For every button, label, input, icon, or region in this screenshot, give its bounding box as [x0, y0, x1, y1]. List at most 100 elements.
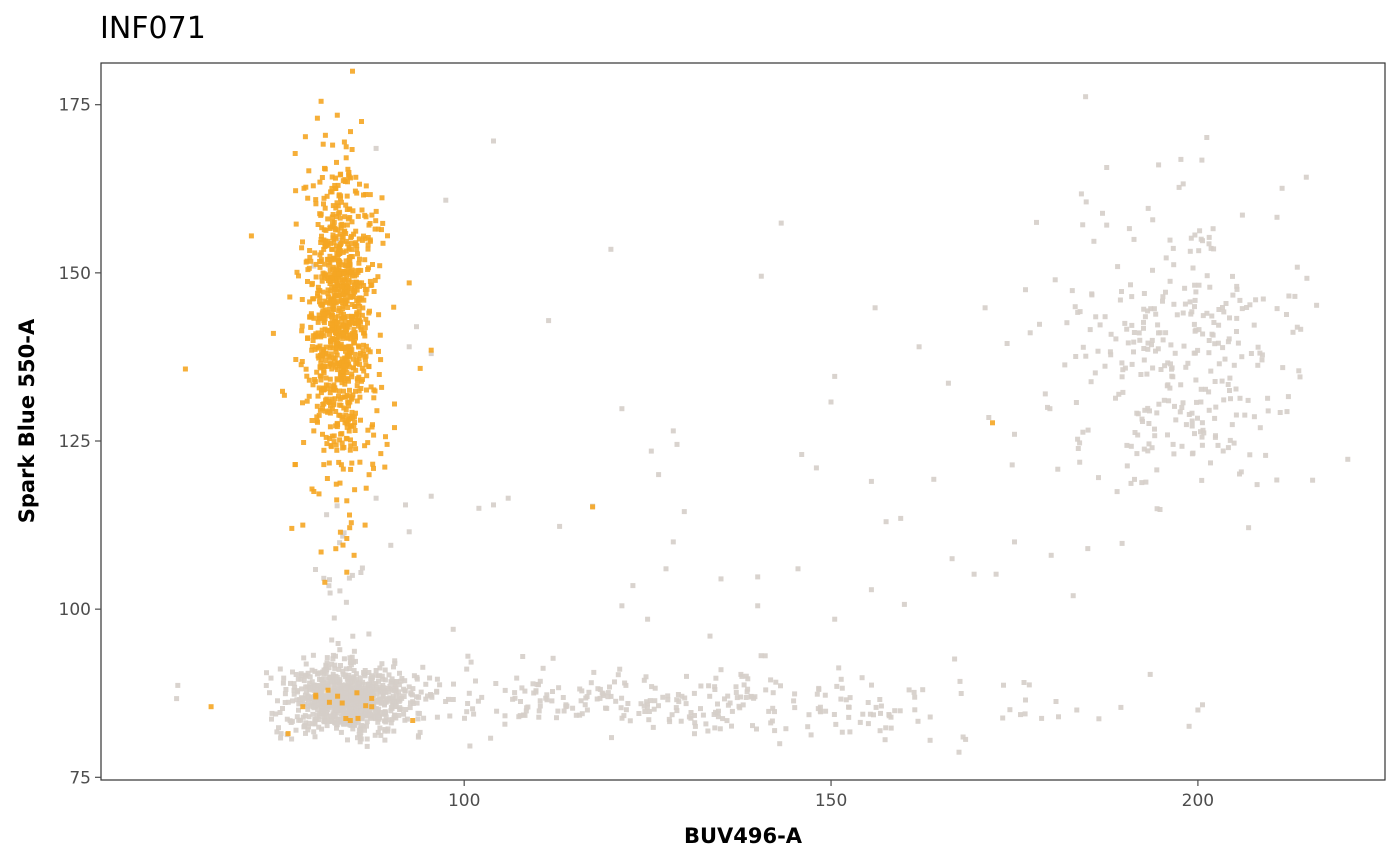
ungated-event-point — [650, 724, 656, 730]
x-tick-label: 100 — [448, 791, 480, 811]
ungated-event-point — [408, 700, 413, 706]
ungated-event-point — [366, 708, 372, 714]
ungated-event-point — [343, 599, 349, 605]
gated-event-point — [331, 433, 337, 439]
gated-event-point — [338, 199, 344, 205]
ungated-event-point — [288, 680, 293, 686]
gated-event-point — [317, 373, 323, 379]
gated-event-point — [333, 442, 339, 448]
ungated-event-point — [466, 690, 472, 696]
ungated-event-point — [402, 678, 408, 684]
ungated-event-point — [425, 693, 430, 699]
ungated-event-point — [822, 692, 828, 698]
ungated-event-point — [336, 666, 342, 672]
ungated-event-point — [468, 659, 474, 665]
gated-event-point — [336, 274, 342, 280]
ungated-event-point — [344, 711, 350, 717]
gated-event-point — [343, 716, 349, 721]
ungated-event-point — [394, 679, 400, 685]
ungated-event-point — [329, 678, 335, 684]
gated-event-point — [354, 287, 360, 293]
gated-event-point — [323, 272, 328, 278]
ungated-event-point — [831, 712, 837, 717]
ungated-event-point — [799, 452, 805, 457]
gated-event-point — [336, 360, 342, 366]
gated-event-point — [362, 443, 368, 449]
ungated-event-point — [1246, 525, 1252, 531]
ungated-event-point — [686, 714, 692, 720]
gated-event-point — [352, 487, 358, 493]
ungated-event-point — [813, 465, 819, 471]
gated-event-point — [292, 151, 298, 156]
gated-event-point — [343, 329, 349, 335]
ungated-event-point — [540, 665, 546, 671]
ungated-event-point — [464, 666, 470, 672]
gated-event-point — [315, 284, 321, 290]
ungated-event-point — [1226, 336, 1232, 342]
gated-event-point — [343, 238, 349, 244]
gated-event-point — [362, 522, 368, 528]
ungated-event-point — [340, 720, 346, 726]
ungated-event-point — [391, 699, 397, 705]
gated-event-point — [335, 298, 341, 304]
ungated-event-point — [1284, 409, 1290, 415]
ungated-event-point — [901, 601, 907, 607]
ungated-event-point — [312, 668, 318, 674]
ungated-event-point — [1231, 362, 1237, 368]
ungated-event-point — [670, 539, 676, 545]
ungated-event-point — [729, 723, 734, 729]
ungated-event-point — [1167, 385, 1173, 391]
gated-event-point — [348, 336, 354, 342]
gated-event-point — [320, 402, 326, 407]
ungated-event-point — [1129, 322, 1135, 328]
ungated-event-point — [707, 693, 713, 699]
ungated-event-point — [1117, 297, 1123, 303]
ungated-event-point — [443, 197, 449, 203]
gated-event-point — [348, 466, 354, 472]
ungated-event-point — [357, 675, 363, 681]
ungated-event-point — [475, 698, 481, 704]
ungated-event-point — [1039, 715, 1045, 721]
ungated-event-point — [878, 710, 883, 716]
gated-event-point — [333, 481, 339, 487]
gated-event-point — [306, 168, 312, 174]
gated-event-point — [380, 240, 386, 246]
ungated-event-point — [414, 674, 420, 680]
gated-event-point — [349, 395, 355, 401]
gated-event-point — [366, 472, 372, 478]
ungated-event-point — [1285, 394, 1291, 400]
ungated-event-point — [476, 505, 482, 511]
ungated-event-point — [340, 668, 346, 674]
gated-event-point — [319, 175, 325, 180]
gated-event-point — [354, 398, 360, 404]
gated-event-point — [341, 388, 347, 394]
gated-event-point — [365, 427, 371, 433]
ungated-event-point — [428, 351, 434, 357]
gated-event-point — [318, 332, 324, 338]
gated-event-point — [325, 399, 331, 405]
ungated-event-point — [347, 679, 353, 685]
ungated-event-point — [958, 691, 964, 696]
ungated-event-point — [644, 699, 650, 705]
gated-event-point — [358, 267, 364, 273]
gated-event-point — [336, 333, 342, 339]
ungated-event-point — [391, 728, 397, 734]
gated-event-point — [316, 385, 322, 391]
gated-event-point — [334, 320, 340, 326]
ungated-event-point — [1190, 265, 1196, 271]
gated-event-point — [344, 289, 350, 295]
gated-event-point — [340, 249, 346, 255]
ungated-event-point — [1012, 431, 1017, 437]
ungated-event-point — [1234, 283, 1240, 289]
gated-event-point — [333, 330, 339, 336]
gated-event-point — [365, 267, 371, 272]
gated-event-point — [293, 221, 299, 227]
ungated-event-point — [1195, 707, 1201, 713]
ungated-event-point — [832, 616, 838, 622]
ungated-event-point — [1225, 382, 1231, 387]
ungated-event-point — [300, 714, 306, 720]
ungated-event-point — [814, 691, 820, 697]
ungated-event-point — [280, 680, 286, 686]
ungated-event-point — [561, 708, 567, 714]
gated-event-point — [339, 262, 345, 268]
